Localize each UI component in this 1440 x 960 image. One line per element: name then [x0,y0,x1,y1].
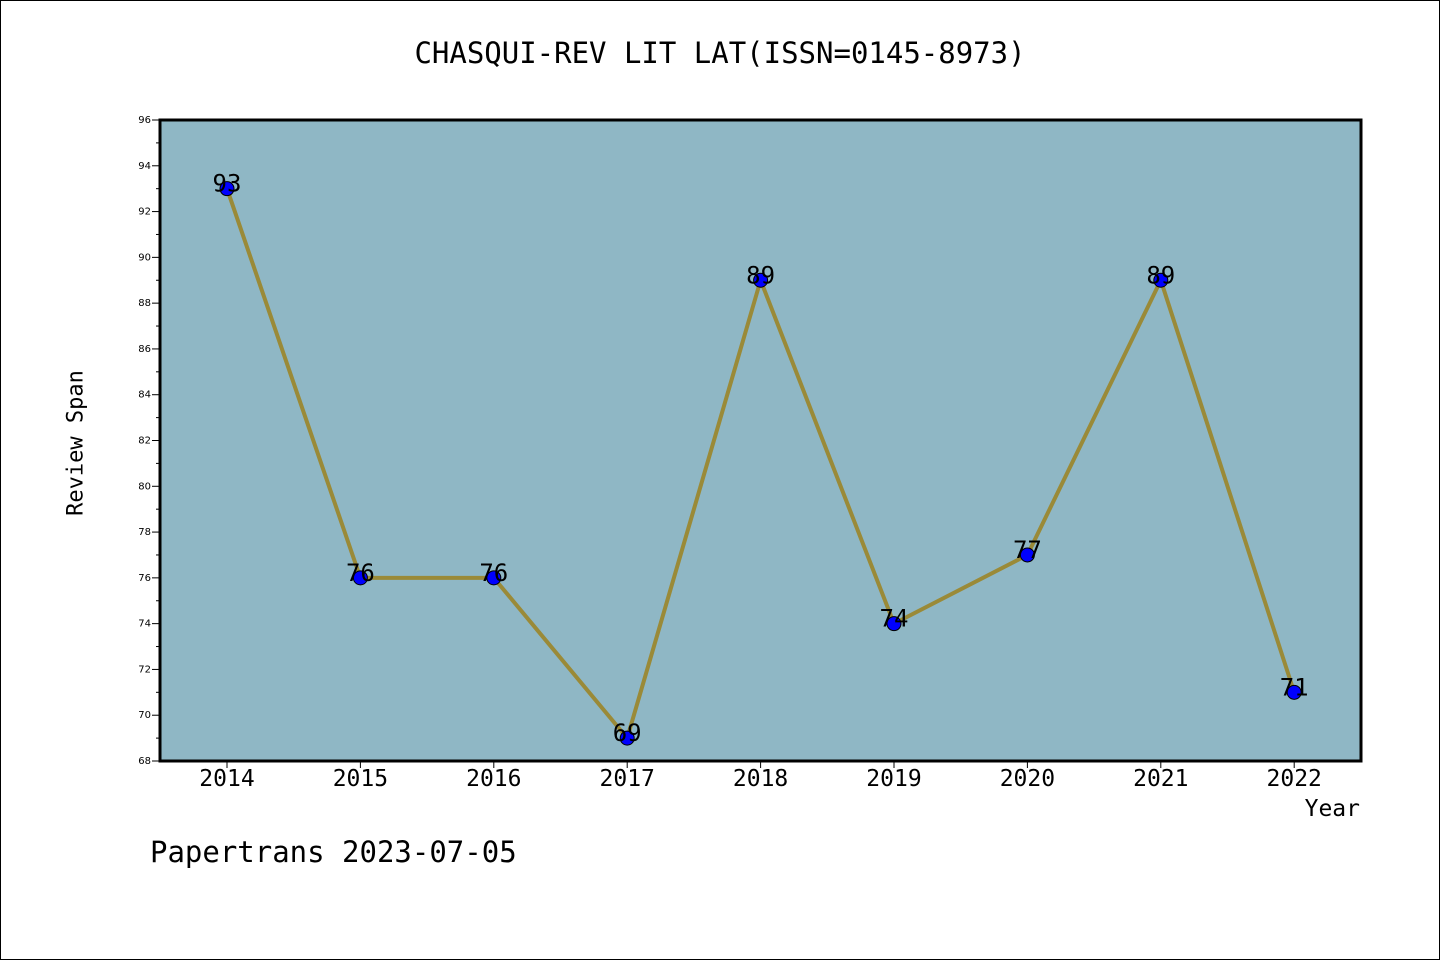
y-tick-label: 72 [138,664,151,675]
y-axis-label: Review Span [63,370,89,516]
data-point [619,730,635,746]
footer-note: Papertrans 2023-07-05 [150,835,517,869]
x-tick-label: 2022 [1267,766,1322,792]
y-tick-label: 70 [138,710,151,721]
x-tick-label: 2015 [333,766,388,792]
data-point [753,272,769,288]
data-point [1153,272,1169,288]
series [219,181,1302,746]
data-label: 74 [880,605,909,633]
data-point [886,616,902,632]
y-tick-label: 94 [138,161,151,172]
x-tick-label: 2014 [199,766,254,792]
x-axis: 2014 2015 2016 2017 2018 2019 2020 2021 2022 [199,761,1322,792]
x-tick-label: 2020 [1000,766,1055,792]
data-point [352,570,368,586]
y-tick-label: 74 [138,619,151,630]
x-tick-label: 2017 [600,766,655,792]
data-label: 69 [613,719,642,747]
data-label: 71 [1280,673,1309,701]
y-tick-label: 80 [138,481,151,492]
data-label: 76 [346,559,375,587]
y-axis: 68 70 72 74 76 78 80 82 84 86 88 90 92 94 96 [138,115,160,767]
y-tick-label: 92 [138,207,151,218]
data-label: 77 [1013,536,1042,564]
data-point [486,570,502,586]
data-labels: 93 76 76 69 89 74 77 89 71 [213,170,1309,747]
data-point [219,181,235,197]
y-tick-label: 86 [138,344,151,355]
y-tick-label: 90 [138,252,151,263]
x-tick-label: 2019 [866,766,921,792]
y-tick-label: 84 [138,390,151,401]
data-point [1286,684,1302,700]
data-label: 76 [479,559,508,587]
y-tick-label: 78 [138,527,151,538]
data-label: 93 [213,170,242,198]
x-axis-label: Year [1304,796,1360,822]
plot-area [158,118,1363,763]
data-point [1019,547,1035,563]
data-label: 89 [1146,261,1175,289]
chart-title: CHASQUI-REV LIT LAT(ISSN=0145-8973) [414,36,1026,70]
x-tick-label: 2016 [466,766,521,792]
y-tick-label: 76 [138,573,151,584]
y-tick-label: 96 [138,115,151,126]
y-tick-label: 68 [138,756,151,767]
data-label: 89 [746,261,775,289]
y-tick-label: 82 [138,436,151,447]
y-tick-label: 88 [138,298,151,309]
x-tick-label: 2021 [1133,766,1188,792]
x-tick-label: 2018 [733,766,788,792]
